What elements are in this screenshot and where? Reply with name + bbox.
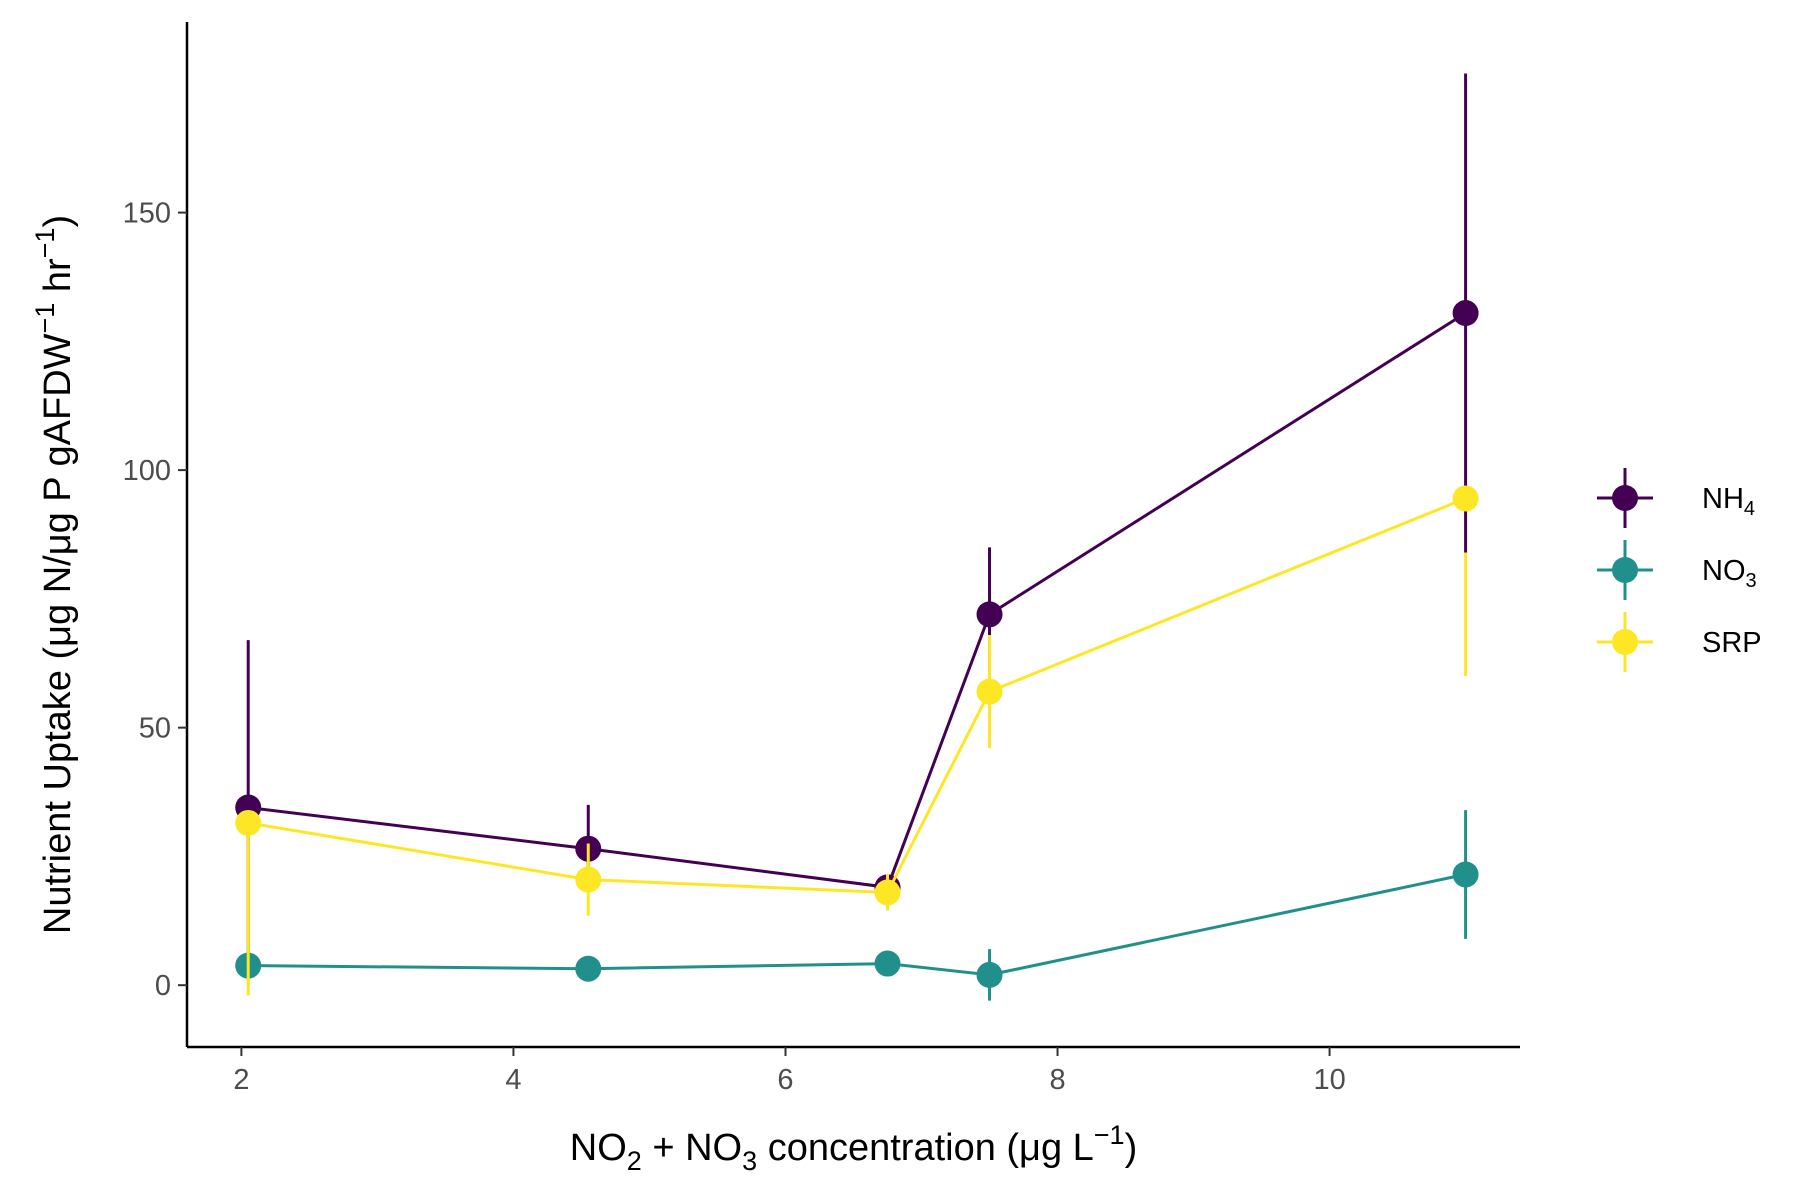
label-part: −1 (1094, 1120, 1125, 1150)
legend-item-no3: NO3 (1597, 540, 1757, 600)
data-point (1452, 861, 1479, 888)
label-part: ) (37, 215, 79, 228)
label-part: ) (1125, 1127, 1138, 1169)
legend-key-point (1612, 485, 1638, 511)
data-point (575, 866, 602, 893)
x-tick-label: 2 (233, 1064, 249, 1096)
label-part: NO (570, 1127, 627, 1169)
data-point (874, 950, 901, 977)
x-tick-label: 6 (777, 1064, 793, 1096)
label-part: concentration (μg L (757, 1127, 1094, 1169)
data-point (575, 955, 602, 982)
label-part: 3 (742, 1146, 757, 1176)
legend-item-nh4: NH4 (1597, 468, 1755, 528)
data-point (1452, 485, 1479, 512)
data-point (1452, 300, 1479, 327)
label-part: −1 (30, 228, 60, 259)
legend-item-srp: SRP (1597, 612, 1762, 672)
series-srp (235, 485, 1479, 996)
x-tick-label: 10 (1313, 1064, 1345, 1096)
y-tick-label: 0 (155, 970, 171, 1002)
legend-label: NO3 (1702, 555, 1757, 592)
label-part: 3 (1746, 570, 1757, 592)
label-part: Nutrient Uptake (μg N/μg P gAFDW (37, 333, 79, 934)
data-point (976, 961, 1003, 988)
data-point (976, 678, 1003, 705)
label-part: NH (1702, 483, 1744, 515)
legend-label: SRP (1702, 627, 1762, 659)
y-axis-title: Nutrient Uptake (μg N/μg P gAFDW−1 hr−1) (30, 215, 79, 934)
x-tick-label: 8 (1049, 1064, 1065, 1096)
x-axis: 2 4 6 8 10 (187, 1045, 1520, 1096)
x-tick-label: 4 (505, 1064, 521, 1096)
y-tick-label: 100 (123, 455, 171, 487)
legend: NH4 NO3 SRP (1597, 468, 1762, 672)
label-part: hr (37, 258, 79, 303)
label-part: + NO (642, 1127, 742, 1169)
y-tick-label: 50 (139, 713, 171, 745)
data-point (235, 809, 262, 836)
series-no3 (235, 810, 1479, 1001)
x-axis-title: NO2 + NO3 concentration (μg L−1) (570, 1120, 1137, 1176)
label-part: −1 (30, 303, 60, 334)
label-part: 4 (1744, 498, 1755, 520)
legend-key-point (1612, 557, 1638, 583)
label-part: SRP (1702, 627, 1762, 659)
y-axis: 0 50 100 150 (123, 22, 189, 1047)
label-part: NO (1702, 555, 1746, 587)
data-point (976, 601, 1003, 628)
label-part: 2 (627, 1146, 642, 1176)
y-tick-label: 150 (123, 198, 171, 230)
data-point (874, 879, 901, 906)
plot-panel (235, 73, 1479, 1001)
legend-label: NH4 (1702, 483, 1755, 520)
legend-key-point (1612, 629, 1638, 655)
